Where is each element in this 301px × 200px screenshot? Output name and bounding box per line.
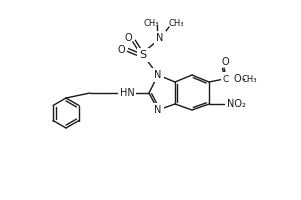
Text: HN: HN <box>119 88 134 98</box>
Text: C: C <box>223 74 229 84</box>
Text: NO₂: NO₂ <box>227 99 245 109</box>
Text: O: O <box>117 45 125 55</box>
Text: N: N <box>154 105 162 115</box>
Text: N: N <box>154 70 162 80</box>
Text: S: S <box>139 50 147 60</box>
Text: O: O <box>221 57 229 67</box>
Text: CH₃: CH₃ <box>241 74 257 84</box>
Text: O: O <box>124 33 132 43</box>
Text: O: O <box>233 74 241 84</box>
Text: CH₃: CH₃ <box>143 19 159 27</box>
Text: CH₃: CH₃ <box>168 20 184 28</box>
Text: N: N <box>156 33 164 43</box>
